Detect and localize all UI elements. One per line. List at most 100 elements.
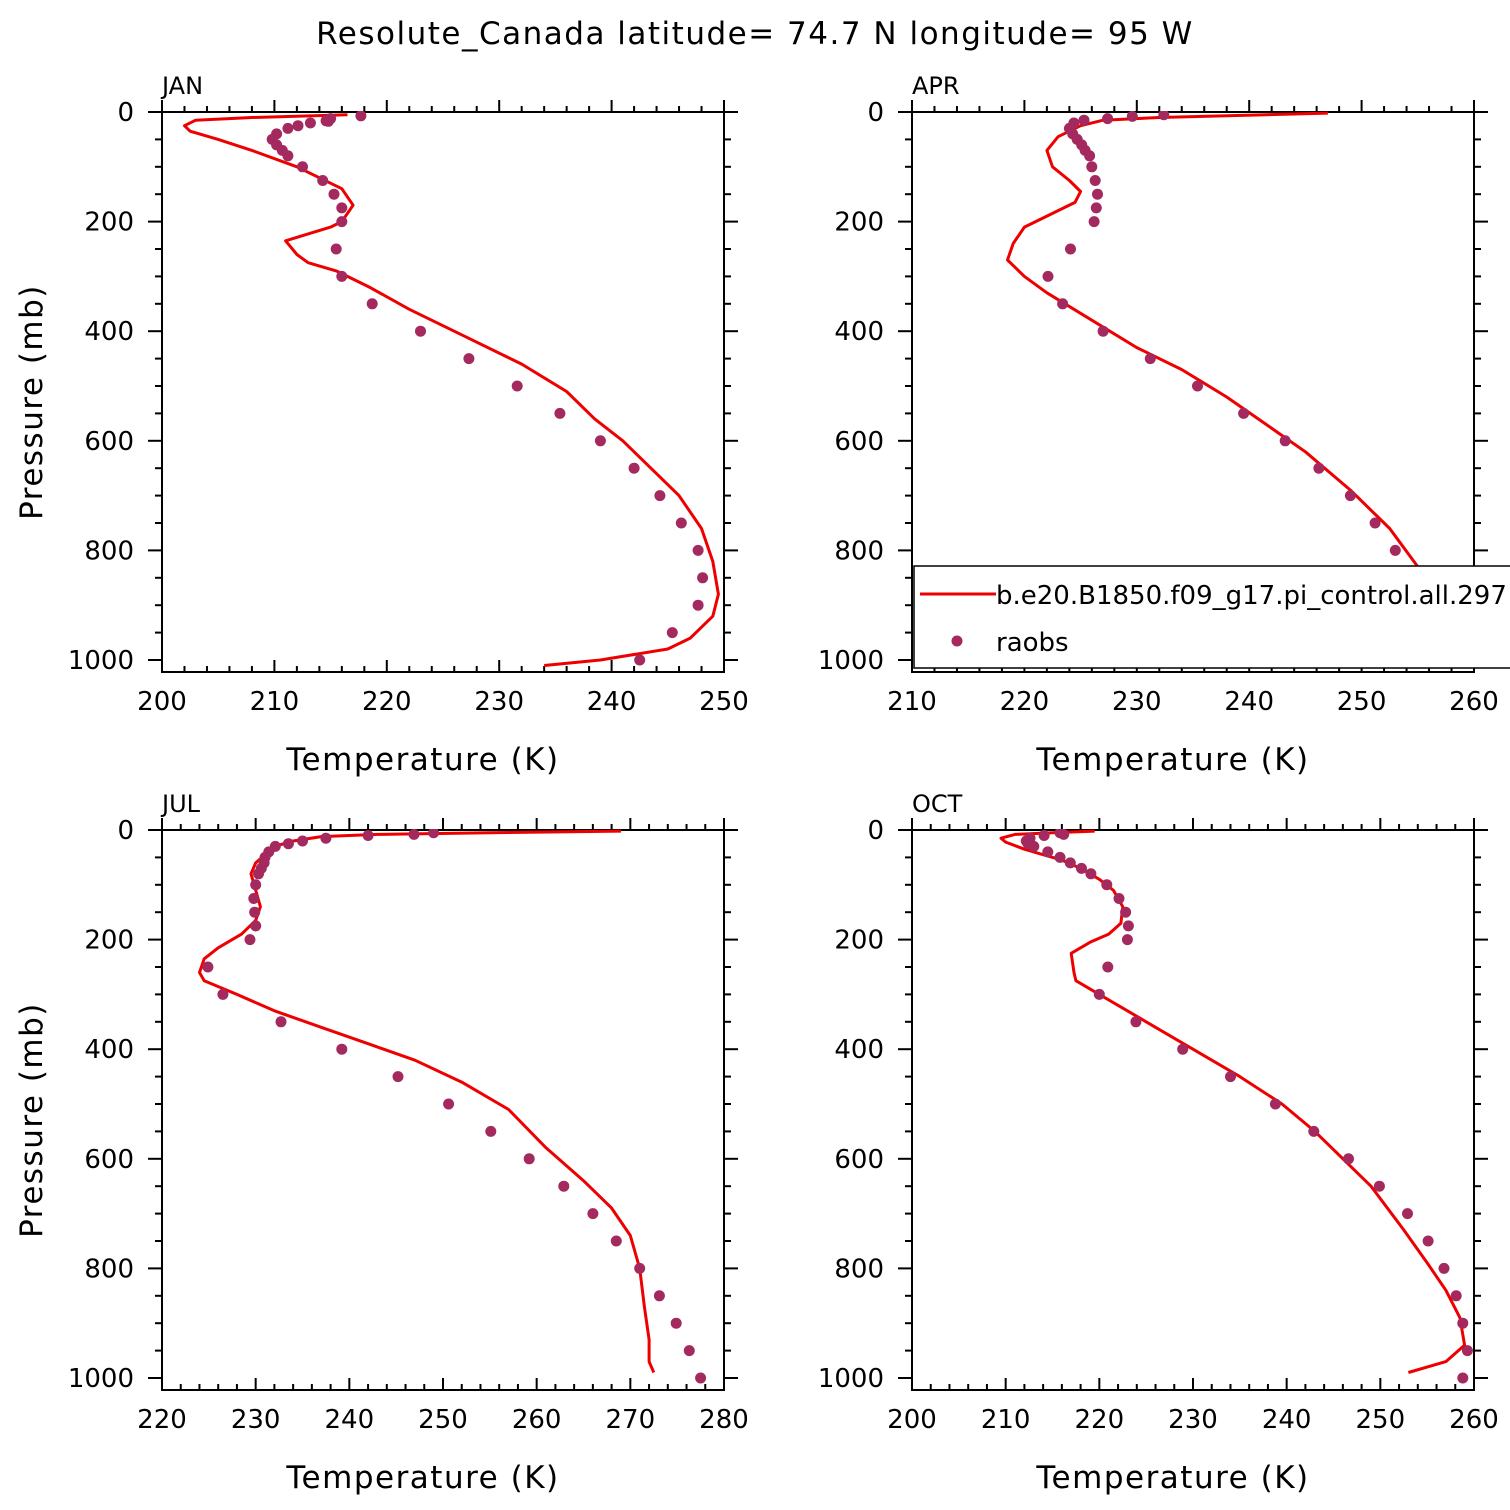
y-axis-label: Pressure (mb) [14, 1002, 50, 1238]
raobs-point [653, 1290, 665, 1302]
raobs-point [1461, 1345, 1473, 1357]
plot-area [198, 829, 707, 1384]
raobs-point [1085, 868, 1097, 880]
raobs-point [336, 216, 348, 228]
y-tick-label: 0 [117, 816, 134, 846]
y-tick-label: 1000 [68, 1364, 134, 1394]
plot-frame [161, 829, 725, 1391]
raobs-point [317, 175, 329, 186]
raobs-point [392, 1071, 404, 1083]
raobs-point [511, 380, 523, 392]
y-tick-label: 1000 [818, 1364, 884, 1394]
raobs-point [523, 1153, 535, 1165]
raobs-point [670, 1317, 682, 1329]
raobs-point [1308, 1125, 1320, 1137]
raobs-point [253, 868, 264, 880]
x-axis-label: Temperature (K) [1035, 1460, 1309, 1496]
x-tick-label: 250 [418, 1405, 468, 1435]
y-tick-label: 600 [834, 427, 884, 457]
raobs-point [485, 1125, 497, 1137]
y-tick-label: 600 [84, 1145, 134, 1175]
y-tick-label: 800 [84, 1254, 134, 1284]
raobs-point [1042, 270, 1054, 282]
panel-label: JUL [160, 790, 201, 818]
raobs-point [1101, 879, 1113, 891]
raobs-point [594, 435, 606, 447]
raobs-point [415, 325, 426, 337]
raobs-point [683, 1345, 695, 1357]
y-tick-label: 200 [84, 926, 134, 956]
plot-frame [911, 111, 1475, 673]
x-tick-label: 240 [1262, 1405, 1312, 1435]
figure-title: Resolute_Canada latitude= 74.7 N longitu… [316, 16, 1194, 52]
raobs-point [1076, 862, 1087, 874]
y-tick-label: 600 [834, 1145, 884, 1175]
x-tick-label: 220 [137, 1405, 187, 1435]
raobs-point [1088, 216, 1100, 228]
raobs-point [558, 1180, 570, 1192]
x-axis-label: Temperature (K) [285, 742, 559, 778]
legend-point-swatch [951, 635, 963, 647]
raobs-point [1238, 407, 1250, 419]
raobs-point [1457, 1372, 1469, 1384]
y-tick-label: 1000 [818, 646, 884, 676]
raobs-point [1120, 906, 1132, 918]
legend-box [913, 565, 1510, 669]
raobs-point [336, 1043, 348, 1055]
raobs-point [1064, 857, 1076, 869]
raobs-point [692, 599, 704, 611]
legend-model-label: b.e20.B1850.f09_g17.pi_control.all.297 [996, 581, 1507, 611]
raobs-point [587, 1208, 599, 1220]
y-tick-label: 0 [867, 816, 884, 846]
raobs-point [1450, 1290, 1462, 1302]
x-tick-label: 200 [137, 687, 187, 717]
raobs-point [282, 150, 294, 162]
y-tick-label: 800 [834, 1254, 884, 1284]
y-tick-label: 400 [834, 317, 884, 347]
raobs-point [328, 188, 340, 200]
raobs-point [250, 920, 262, 932]
raobs-point [1192, 380, 1203, 392]
panel-apr: APR 210 220 230 240 250 260 0 200 400 600 800 1000 Te… [818, 72, 1499, 778]
x-tick-label: 240 [587, 687, 637, 717]
raobs-point [634, 654, 646, 666]
x-tick-label: 250 [699, 687, 749, 717]
raobs-point [610, 1235, 622, 1247]
raobs-point [1057, 298, 1069, 310]
x-tick-label: 210 [981, 1405, 1031, 1435]
x-tick-label: 280 [699, 1405, 749, 1435]
y-tick-label: 400 [834, 1035, 884, 1065]
raobs-point [1402, 1208, 1413, 1220]
raobs-point [330, 243, 342, 255]
model-series-line [999, 829, 1467, 1374]
raobs-point [1126, 111, 1138, 122]
plot-area [183, 111, 720, 667]
raobs-point [1058, 829, 1070, 840]
panel-label: OCT [912, 790, 963, 818]
raobs-point [292, 120, 304, 132]
raobs-point [355, 111, 367, 122]
model-series-line [198, 829, 656, 1374]
raobs-point [1092, 188, 1103, 200]
raobs-point [1343, 1153, 1354, 1165]
raobs-point [1313, 462, 1325, 474]
raobs-point [463, 353, 475, 365]
raobs-point [1373, 1180, 1385, 1192]
raobs-point [443, 1098, 455, 1110]
panel-label: APR [912, 72, 960, 100]
raobs-point [1113, 893, 1125, 904]
x-tick-label: 260 [512, 1405, 562, 1435]
raobs-point [697, 572, 709, 584]
raobs-point [692, 544, 704, 556]
x-tick-label: 220 [1075, 1405, 1125, 1435]
y-tick-label: 0 [117, 98, 134, 128]
y-tick-label: 200 [834, 208, 884, 238]
y-axis-label: Pressure (mb) [14, 284, 50, 520]
raobs-point [336, 202, 348, 214]
raobs-point [366, 298, 378, 310]
plot-frame [161, 111, 725, 673]
legend: b.e20.B1850.f09_g17.pi_control.all.297ra… [913, 565, 1510, 669]
raobs-point [1158, 111, 1170, 121]
x-axis-label: Temperature (K) [285, 1460, 559, 1496]
